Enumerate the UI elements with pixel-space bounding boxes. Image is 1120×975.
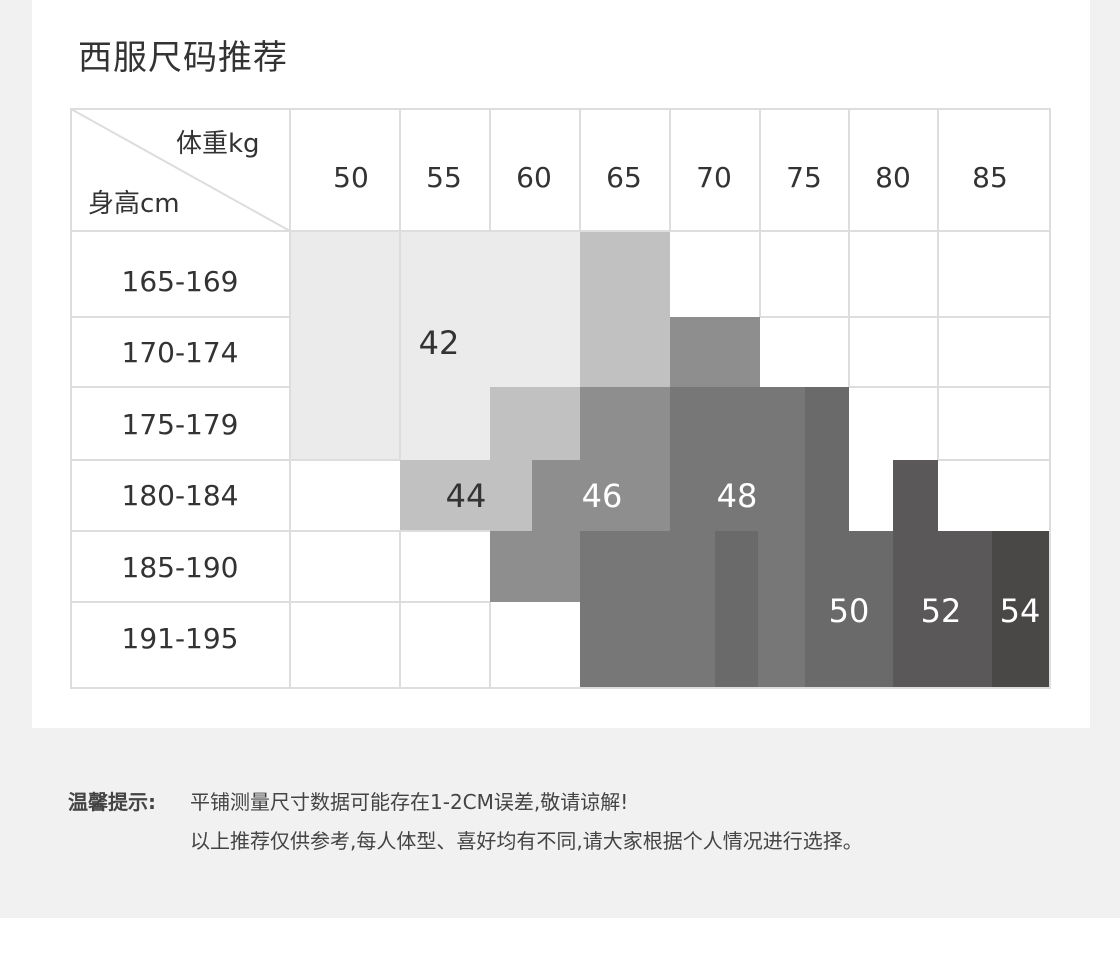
- height-row-label: 180-184: [121, 479, 239, 512]
- weight-header: 65: [606, 161, 642, 194]
- size-label-52: 52: [920, 592, 962, 630]
- weight-header: 75: [786, 161, 822, 194]
- weight-header: 85: [972, 161, 1008, 194]
- weight-header: 80: [875, 161, 911, 194]
- size-label-44: 44: [445, 477, 487, 515]
- weight-header: 70: [696, 161, 732, 194]
- size-label-46: 46: [581, 477, 623, 515]
- height-row-label: 191-195: [121, 622, 239, 655]
- size-label-42: 42: [418, 324, 460, 362]
- height-row-label: 170-174: [121, 336, 239, 369]
- tip-line-1: 平铺测量尺寸数据可能存在1-2CM误差,敬请谅解!: [190, 790, 629, 814]
- weight-header: 50: [333, 161, 369, 194]
- tip-label: 温馨提示:: [68, 790, 156, 814]
- page-title: 西服尺码推荐: [78, 38, 288, 78]
- tip-line-2: 以上推荐仅供参考,每人体型、喜好均有不同,请大家根据个人情况进行选择。: [190, 829, 863, 853]
- weight-header: 55: [426, 161, 462, 194]
- height-row-label: 165-169: [121, 265, 239, 298]
- size-label-50: 50: [828, 592, 870, 630]
- size-label-48: 48: [716, 477, 758, 515]
- weight-header: 60: [516, 161, 552, 194]
- height-row-label: 175-179: [121, 408, 239, 441]
- weight-axis-label: 体重kg: [176, 129, 260, 159]
- height-axis-label: 身高cm: [88, 189, 180, 219]
- height-row-label: 185-190: [121, 551, 239, 584]
- size-label-54: 54: [999, 592, 1041, 630]
